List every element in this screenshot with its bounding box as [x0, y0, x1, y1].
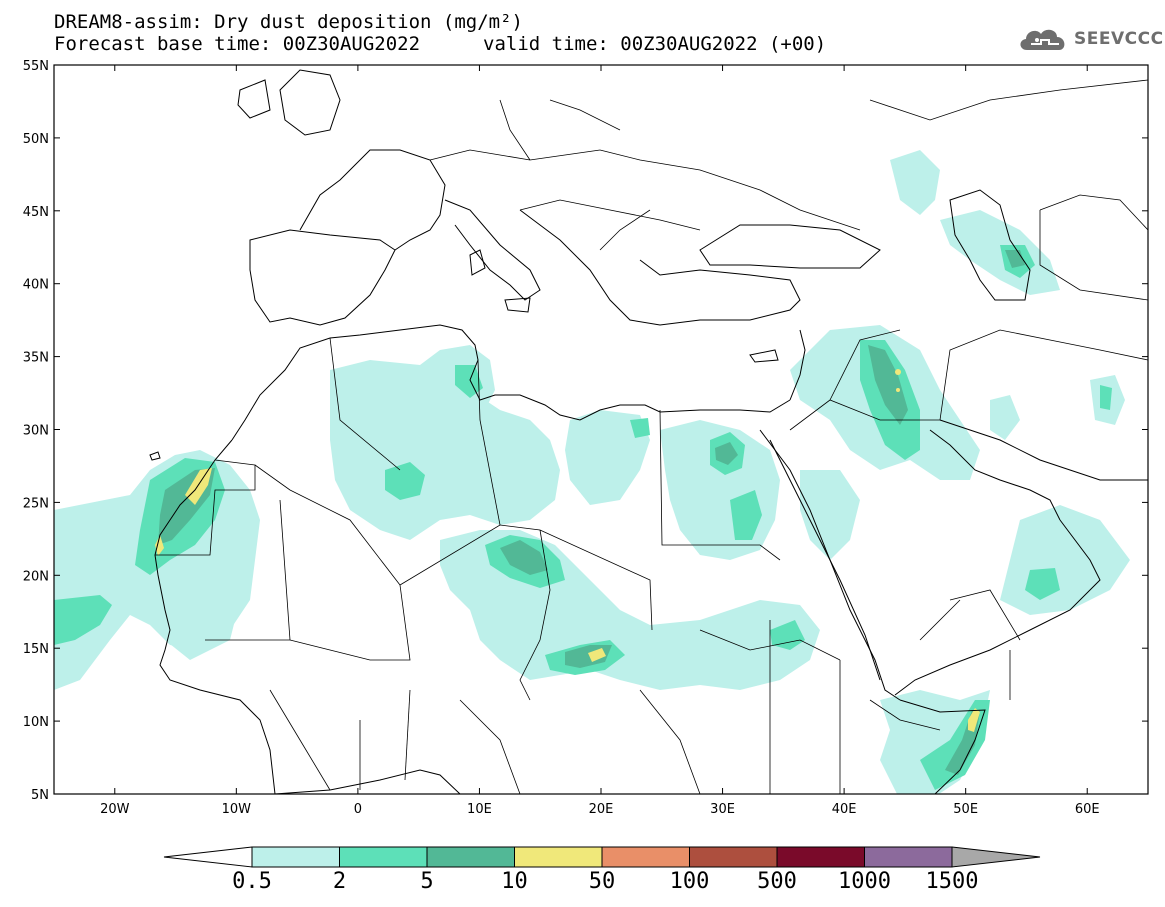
- lat-tick-label: 20N: [23, 569, 49, 584]
- coastlines: [149, 69, 1148, 794]
- lon-tick-label: 10W: [222, 802, 252, 817]
- latitude-axis: 5N 10N 15N 20N 25N 30N 35N 40N 45N 50N 55N: [23, 59, 1148, 803]
- longitude-axis: 20W 10W 0 10E 20E 30E 40E 50E 60E: [100, 65, 1100, 817]
- colorbar-segment: [426, 846, 515, 868]
- lat-tick-label: 55N: [23, 59, 49, 74]
- lon-tick-label: 20W: [100, 802, 130, 817]
- colorbar-segment: [514, 846, 603, 868]
- colorbar-level-label: 2: [332, 869, 347, 894]
- cloud-icon: [1020, 29, 1065, 50]
- dust-level-10: [155, 369, 980, 732]
- colorbar-under-arrow: [163, 846, 253, 868]
- lon-tick-label: 40E: [832, 802, 857, 817]
- lat-tick-label: 10N: [23, 715, 49, 730]
- lat-tick-label: 35N: [23, 351, 49, 366]
- colorbar-segment: [776, 846, 865, 868]
- valid-time: valid time: 00Z30AUG2022 (+00): [483, 33, 827, 55]
- colorbar-over-arrow: [951, 846, 1041, 868]
- colorbar-level-label: 100: [669, 869, 710, 894]
- lon-tick-label: 50E: [953, 802, 978, 817]
- lon-tick-label: 10E: [467, 802, 492, 817]
- colorbar: [163, 846, 1041, 868]
- logo-text: SEEVCCC: [1074, 29, 1164, 49]
- colorbar-level-label: 0.5: [232, 869, 272, 894]
- colorbar-level-label: 10: [501, 869, 528, 894]
- lat-tick-label: 50N: [23, 132, 49, 147]
- lat-tick-label: 40N: [23, 278, 49, 293]
- chart-title: DREAM8-assim: Dry dust deposition (mg/m²…: [54, 11, 523, 33]
- forecast-base-time: Forecast base time: 00Z30AUG2022: [54, 33, 421, 55]
- colorbar-level-label: 500: [757, 869, 797, 894]
- colorbar-level-label: 50: [588, 869, 616, 894]
- lat-tick-label: 30N: [23, 424, 49, 439]
- colorbar-segment: [601, 846, 690, 868]
- colorbar-segment: [339, 846, 428, 868]
- lat-tick-label: 15N: [23, 642, 49, 657]
- seevccc-logo: SEEVCCC: [1017, 24, 1164, 54]
- lon-tick-label: 30E: [710, 802, 735, 817]
- dust-level-5: [158, 250, 1025, 775]
- colorbar-level-label: 1500: [925, 869, 979, 894]
- colorbar-level-label: 1000: [838, 869, 891, 894]
- lon-tick-label: 20E: [589, 802, 614, 817]
- lat-tick-label: 5N: [31, 788, 49, 803]
- colorbar-level-label: 5: [420, 869, 434, 894]
- lat-tick-label: 45N: [23, 205, 49, 220]
- lat-tick-label: 25N: [23, 496, 49, 511]
- borders: [155, 79, 1148, 794]
- lon-tick-label: 0: [354, 802, 362, 817]
- colorbar-segment: [689, 846, 778, 868]
- lon-tick-label: 60E: [1075, 802, 1100, 817]
- colorbar-segment: [864, 846, 953, 868]
- colorbar-segment: [251, 846, 340, 868]
